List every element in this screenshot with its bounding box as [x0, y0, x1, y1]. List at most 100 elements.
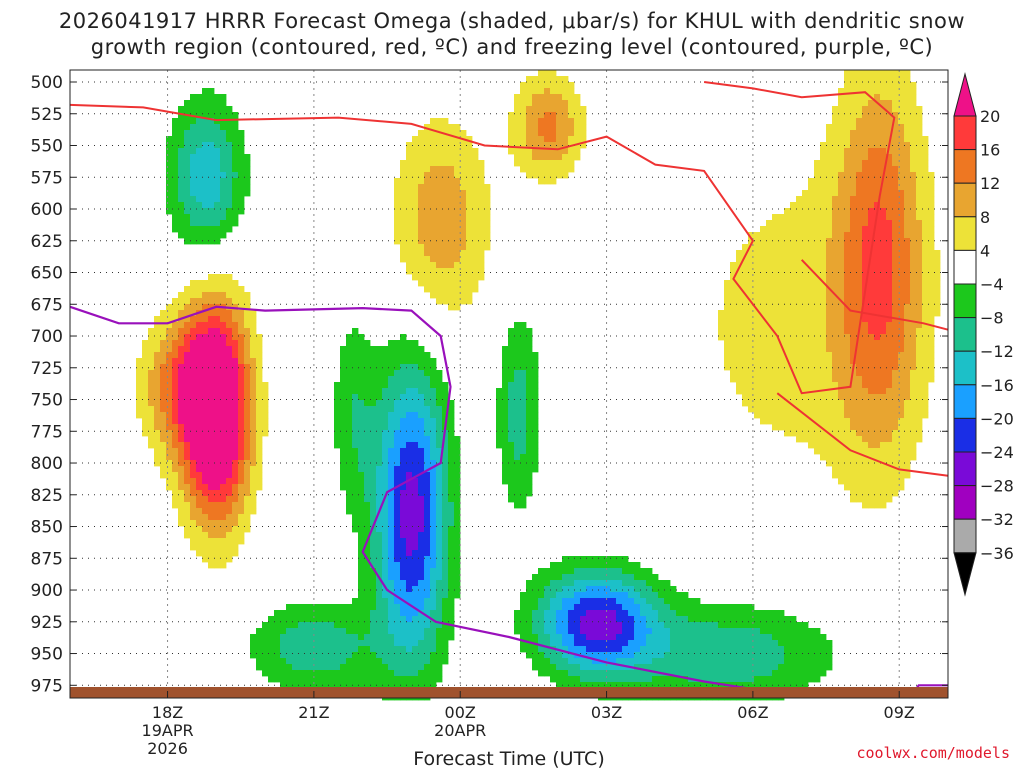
omega-cell [874, 442, 881, 449]
omega-cell [388, 532, 395, 539]
omega-cell [910, 394, 917, 401]
omega-cell [550, 136, 557, 143]
omega-cell [904, 292, 911, 299]
omega-cell [880, 454, 887, 461]
omega-cell [370, 622, 377, 629]
omega-cell [916, 208, 923, 215]
omega-cell [748, 310, 755, 317]
omega-cell [184, 190, 191, 197]
omega-cell [814, 298, 821, 305]
omega-cell [892, 352, 899, 359]
omega-cell [442, 148, 449, 155]
omega-cell [616, 556, 623, 563]
omega-cell [214, 322, 221, 329]
omega-cell [178, 208, 185, 215]
omega-cell [874, 166, 881, 173]
omega-cell [904, 388, 911, 395]
omega-cell [250, 376, 257, 383]
omega-cell [886, 424, 893, 431]
omega-cell [520, 100, 527, 107]
omega-cell [508, 364, 515, 371]
omega-cell [574, 592, 581, 599]
omega-cell [904, 94, 911, 101]
omega-cell [688, 604, 695, 611]
omega-cell [160, 418, 167, 425]
omega-cell [880, 154, 887, 161]
omega-cell [880, 166, 887, 173]
omega-cell [418, 460, 425, 467]
omega-cell [904, 202, 911, 209]
omega-cell [862, 178, 869, 185]
omega-cell [772, 376, 779, 383]
omega-cell [826, 370, 833, 377]
omega-cell [550, 616, 557, 623]
omega-cell [934, 250, 941, 257]
omega-cell [742, 604, 749, 611]
omega-cell [190, 484, 197, 491]
omega-cell [478, 250, 485, 257]
omega-cell [424, 430, 431, 437]
omega-cell [814, 400, 821, 407]
omega-cell [808, 430, 815, 437]
omega-cell [454, 514, 461, 521]
omega-cell [898, 226, 905, 233]
omega-cell [802, 340, 809, 347]
omega-cell [400, 454, 407, 461]
omega-cell [406, 526, 413, 533]
omega-cell [862, 346, 869, 353]
omega-cell [442, 118, 449, 125]
omega-cell [202, 112, 209, 119]
omega-cell [388, 352, 395, 359]
omega-cell [928, 214, 935, 221]
omega-cell [448, 550, 455, 557]
omega-cell [856, 88, 863, 95]
omega-cell [250, 352, 257, 359]
omega-cell [166, 166, 173, 173]
omega-cell [622, 628, 629, 635]
omega-cell [256, 424, 263, 431]
omega-cell [274, 634, 281, 641]
omega-cell [352, 508, 359, 515]
omega-cell [856, 94, 863, 101]
omega-cell [544, 610, 551, 617]
omega-cell [760, 286, 767, 293]
omega-cell [826, 142, 833, 149]
omega-cell [538, 112, 545, 119]
omega-cell [586, 592, 593, 599]
omega-cell [382, 568, 389, 575]
omega-cell [586, 610, 593, 617]
omega-cell [868, 358, 875, 365]
omega-cell [448, 586, 455, 593]
omega-cell [346, 478, 353, 485]
omega-cell [844, 136, 851, 143]
omega-cell [406, 550, 413, 557]
omega-cell [262, 382, 269, 389]
omega-cell [148, 352, 155, 359]
omega-cell [850, 244, 857, 251]
omega-cell [514, 472, 521, 479]
omega-cell [778, 412, 785, 419]
omega-cell [598, 556, 605, 563]
omega-cell [826, 154, 833, 161]
omega-cell [202, 430, 209, 437]
omega-cell [424, 202, 431, 209]
omega-cell [442, 232, 449, 239]
omega-cell [388, 508, 395, 515]
omega-cell [208, 208, 215, 215]
omega-cell [220, 490, 227, 497]
omega-cell [340, 418, 347, 425]
omega-cell [220, 160, 227, 167]
omega-cell [436, 622, 443, 629]
omega-cell [514, 124, 521, 131]
omega-cell [880, 262, 887, 269]
omega-cell [460, 250, 467, 257]
omega-cell [574, 556, 581, 563]
omega-cell [538, 166, 545, 173]
omega-cell [394, 616, 401, 623]
omega-cell [424, 388, 431, 395]
omega-cell [382, 502, 389, 509]
omega-cell [226, 106, 233, 113]
omega-cell [886, 202, 893, 209]
omega-cell [574, 100, 581, 107]
omega-cell [802, 376, 809, 383]
